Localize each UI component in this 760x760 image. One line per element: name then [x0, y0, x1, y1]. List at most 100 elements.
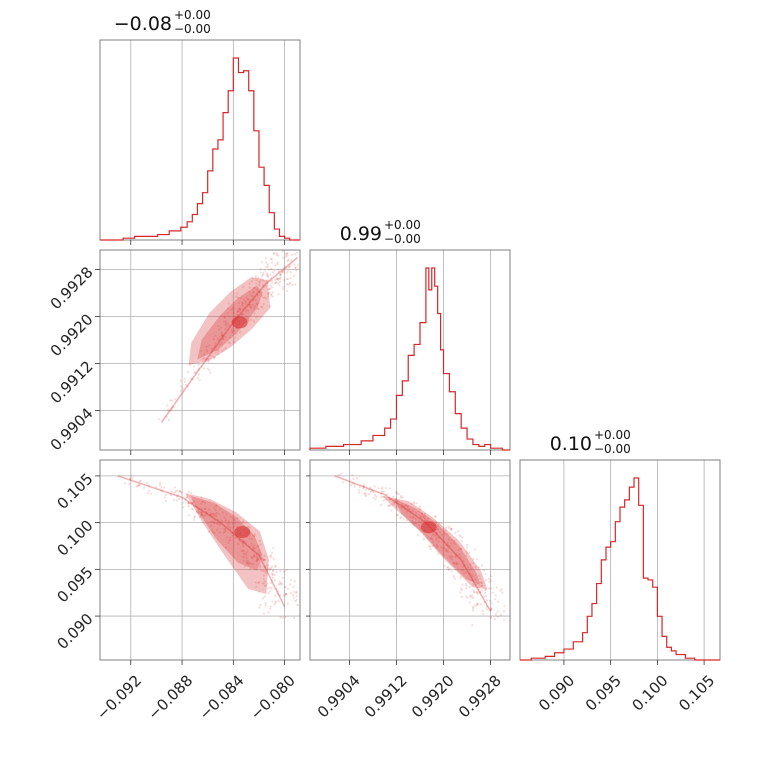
sample-point — [273, 252, 276, 255]
sample-point — [224, 320, 227, 323]
sample-point — [191, 502, 194, 505]
sample-point — [293, 616, 296, 619]
sample-point — [377, 487, 380, 490]
sample-point — [426, 536, 429, 539]
sample-point — [164, 499, 167, 502]
sample-point — [220, 332, 223, 335]
sample-point — [217, 513, 220, 516]
sample-point — [192, 501, 195, 504]
sample-point — [246, 562, 249, 565]
sample-point — [427, 544, 431, 548]
sample-point — [372, 491, 375, 494]
sample-point — [497, 600, 500, 603]
x-tick-label: 0.105 — [675, 672, 718, 715]
sample-point — [286, 260, 289, 263]
sample-point — [251, 295, 254, 298]
sample-point — [295, 598, 298, 601]
sample-point — [251, 549, 255, 552]
sample-point — [272, 252, 275, 255]
sample-point — [205, 348, 208, 351]
sample-point — [257, 276, 260, 279]
sample-point — [406, 505, 409, 508]
sample-point — [395, 504, 398, 507]
sample-point — [232, 311, 236, 314]
sample-point — [265, 266, 268, 269]
sample-point — [353, 485, 356, 488]
sample-point — [482, 595, 485, 598]
sample-point — [459, 575, 462, 578]
sample-point — [397, 505, 400, 508]
sample-point — [189, 363, 192, 367]
sample-point — [179, 389, 182, 392]
sample-point — [471, 609, 475, 612]
sample-point — [476, 592, 480, 595]
sample-point — [241, 542, 244, 545]
sample-point — [295, 269, 298, 272]
sample-point — [263, 554, 266, 557]
sample-point — [263, 559, 266, 562]
sample-point — [213, 518, 216, 522]
sample-point — [195, 510, 198, 514]
sample-point — [195, 505, 198, 508]
sample-point — [499, 613, 503, 617]
contour-68 — [197, 285, 263, 360]
sample-point — [423, 519, 426, 523]
sample-point — [201, 500, 204, 503]
sample-point — [259, 565, 262, 568]
sample-point — [250, 280, 253, 283]
sample-point — [460, 588, 463, 592]
sample-point — [275, 278, 278, 281]
sample-point — [380, 503, 383, 506]
sample-point — [468, 572, 471, 575]
sample-point — [258, 553, 262, 557]
sample-point — [164, 493, 168, 496]
sample-point — [257, 280, 261, 283]
sample-point — [232, 306, 235, 309]
sample-point — [171, 406, 174, 409]
sample-point — [464, 583, 467, 586]
sample-point — [444, 526, 447, 530]
sample-point — [186, 494, 189, 497]
sample-point — [450, 539, 453, 542]
sample-point — [468, 551, 471, 554]
sample-point — [269, 258, 273, 261]
sample-point — [227, 302, 230, 305]
sample-point — [483, 601, 487, 604]
sample-point — [225, 325, 229, 328]
sample-point — [392, 495, 395, 498]
sample-point — [232, 527, 235, 530]
sample-point — [229, 336, 232, 339]
sample-point — [200, 513, 204, 517]
sample-point — [233, 519, 236, 522]
sample-point — [205, 512, 208, 515]
sample-point — [159, 481, 162, 484]
sample-point — [191, 508, 194, 511]
sample-point — [466, 566, 470, 569]
sample-point — [482, 569, 486, 572]
sample-point — [448, 527, 451, 530]
sample-point — [475, 590, 478, 594]
sample-point — [173, 491, 176, 494]
sample-point — [465, 595, 468, 598]
sample-point — [257, 308, 260, 311]
sample-point — [471, 624, 474, 627]
sample-point — [204, 501, 207, 504]
sample-point — [459, 591, 462, 594]
sample-point — [256, 545, 259, 548]
x-tick-label: 0.9912 — [361, 672, 411, 722]
sample-point — [201, 500, 205, 503]
sample-point — [239, 308, 242, 311]
sample-point — [436, 545, 439, 548]
sample-point — [227, 541, 230, 545]
sample-point — [454, 555, 457, 559]
sample-point — [423, 517, 426, 520]
sample-point — [397, 499, 400, 502]
sample-point — [270, 277, 273, 280]
sample-point — [479, 581, 482, 584]
sample-point — [288, 282, 291, 286]
sample-point — [229, 526, 232, 529]
sample-point — [453, 561, 456, 564]
sample-point — [396, 513, 399, 517]
sample-point — [245, 557, 249, 560]
sample-point — [468, 601, 471, 604]
